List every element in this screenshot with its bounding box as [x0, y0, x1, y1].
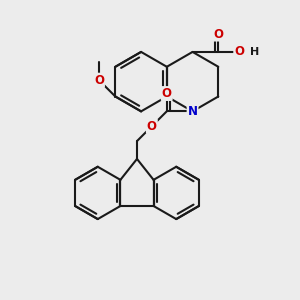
Text: O: O: [234, 45, 244, 58]
Text: O: O: [162, 87, 172, 100]
Text: O: O: [213, 28, 224, 40]
Text: N: N: [188, 105, 198, 118]
Text: O: O: [94, 74, 104, 87]
Text: H: H: [250, 47, 260, 57]
Text: O: O: [147, 120, 157, 133]
